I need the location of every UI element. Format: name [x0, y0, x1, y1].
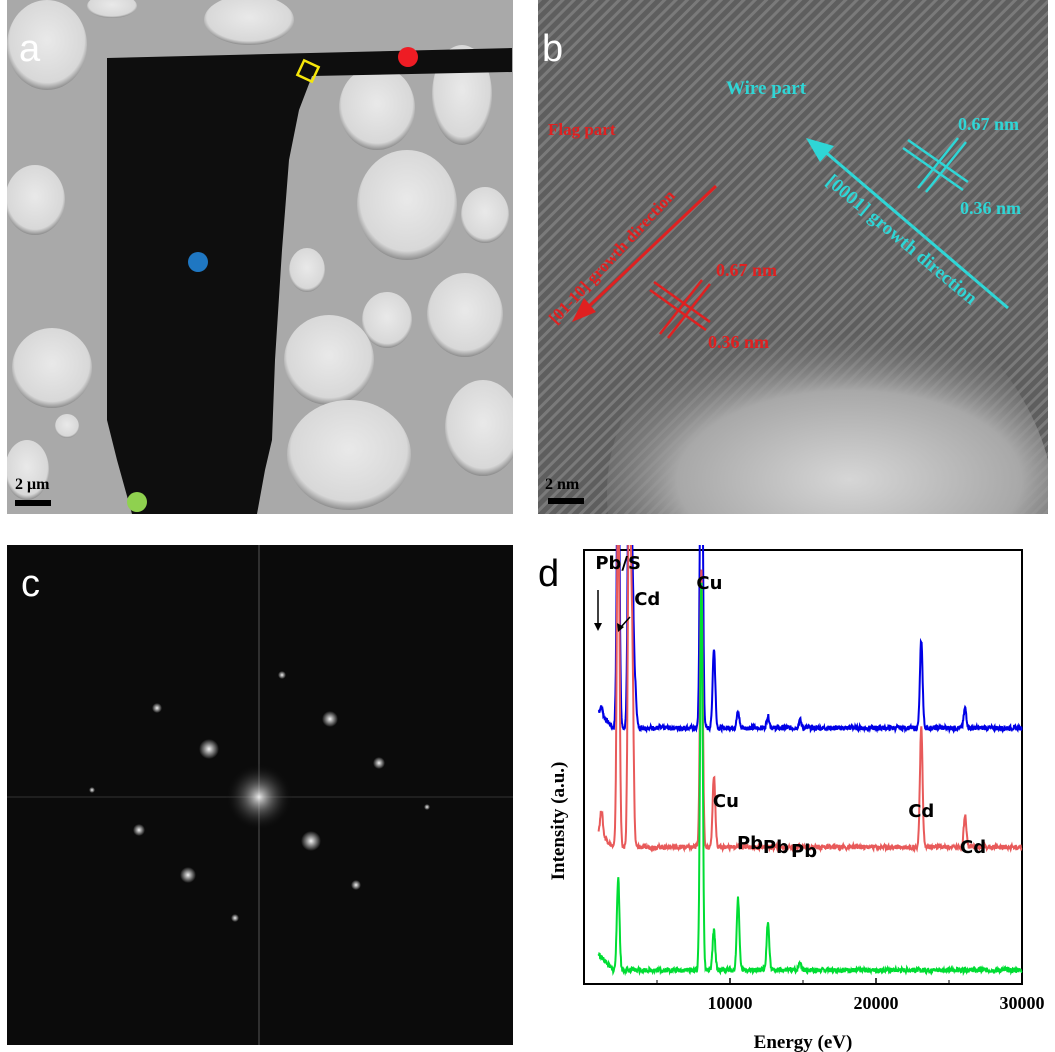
wire-direction-arrowhead	[806, 138, 834, 162]
panel-a-tem-image: a 2 μm	[7, 0, 513, 514]
pb-s-pointer-arrow	[594, 590, 602, 631]
wire-lattice-marks	[902, 137, 969, 193]
panel-d-eds-chart: d 10000 20000 30000 Pb/S Cd Cu Cu Pb Pb Pb Cd Cd I…	[520, 545, 1055, 1052]
scale-bar	[548, 498, 584, 504]
peak-label-pb-s: Pb/S	[595, 553, 641, 574]
panel-letter: c	[21, 563, 40, 605]
y-axis-label: Intensity (a.u.)	[548, 762, 569, 881]
hrtem-micrograph	[538, 0, 1048, 514]
spectrum-line-3	[597, 582, 1023, 977]
panel-letter: a	[19, 28, 41, 70]
peak-label-pb: Pb	[763, 837, 789, 858]
x-tick-label: 20000	[854, 993, 899, 1013]
x-axis-ticks: 10000 20000 30000	[656, 978, 1045, 1013]
scale-bar	[15, 500, 51, 506]
nanoflag-body	[107, 48, 512, 514]
flag-spacing-2: 0.36 nm	[708, 332, 769, 352]
x-tick-label: 10000	[708, 993, 753, 1013]
wire-direction-label: [0001] growth direction	[822, 171, 982, 310]
roi-box	[295, 58, 321, 84]
flag-direction-label: [01-10] growth direction	[545, 186, 679, 328]
peak-label-cd: Cd	[960, 837, 986, 858]
peak-label-cu: Cu	[713, 791, 739, 812]
plot-frame	[583, 549, 1023, 985]
flag-direction-arrow	[581, 184, 718, 314]
panel-letter: b	[542, 28, 564, 70]
wire-part-label: Wire part	[726, 78, 807, 99]
flag-lattice-marks	[649, 279, 711, 339]
fft-image	[7, 545, 513, 1045]
x-tick-label: 30000	[1000, 993, 1045, 1013]
peak-label-pb: Pb	[737, 833, 763, 854]
flag-spacing-1: 0.67 nm	[716, 260, 777, 280]
wire-spacing-1: 0.67 nm	[958, 114, 1019, 134]
panel-c-fft-pattern: c	[7, 545, 513, 1045]
peak-label-pb: Pb	[791, 841, 817, 862]
peak-label-cd: Cd	[634, 589, 660, 610]
diffraction-spots	[89, 671, 430, 922]
blue-spot-marker	[188, 252, 208, 272]
scale-bar-label: 2 μm	[15, 476, 50, 493]
tem-micrograph	[7, 0, 513, 514]
spectrum-line-2	[597, 545, 1023, 854]
panel-b-hrtem-image: b 2 nm Wire part Flag part [0001] growth…	[538, 0, 1048, 514]
flag-part-label: Flag part	[548, 120, 616, 139]
spectrum-series	[597, 545, 1023, 977]
wire-spacing-2: 0.36 nm	[960, 198, 1021, 218]
scale-bar-label: 2 nm	[545, 476, 580, 493]
spectrum-line-1	[597, 545, 1023, 735]
hrtem-annotations: Wire part Flag part [0001] growth direct…	[545, 78, 1021, 352]
cd-pointer-arrow	[617, 616, 631, 632]
wire-direction-arrow	[822, 148, 1009, 310]
panel-letter: d	[538, 553, 560, 595]
flag-direction-arrowhead	[572, 298, 596, 322]
green-spot-marker	[127, 492, 147, 512]
peak-label-cd: Cd	[908, 801, 934, 822]
peak-label-cu: Cu	[696, 573, 722, 594]
red-spot-marker	[398, 47, 418, 67]
x-axis-label: Energy (eV)	[754, 1032, 853, 1052]
